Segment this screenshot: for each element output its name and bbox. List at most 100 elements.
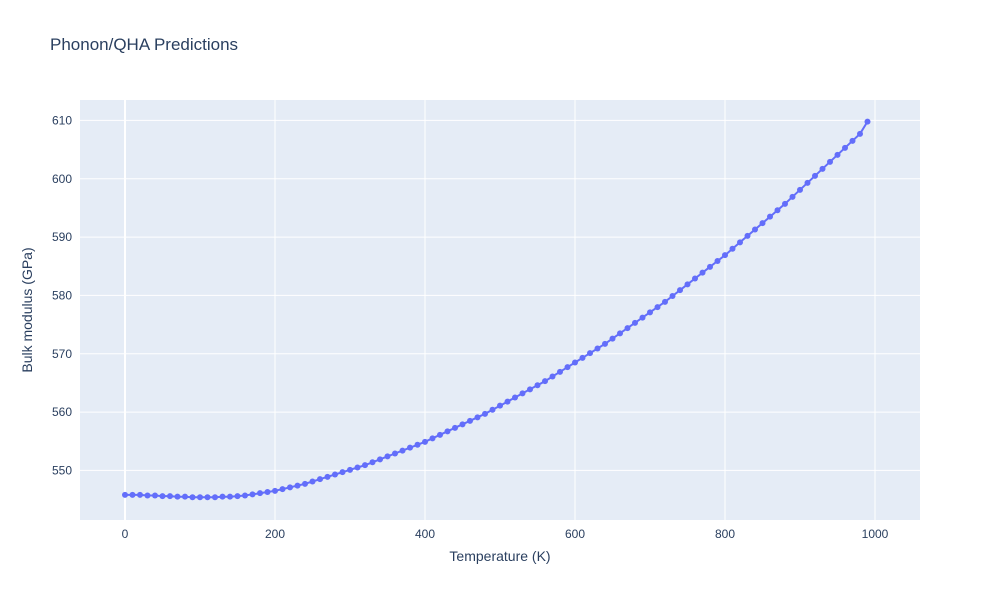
data-point[interactable]	[504, 398, 511, 405]
data-point[interactable]	[827, 158, 833, 165]
data-point[interactable]	[639, 314, 646, 321]
data-point[interactable]	[759, 220, 766, 227]
data-point[interactable]	[339, 469, 346, 476]
data-point[interactable]	[287, 484, 293, 491]
data-point[interactable]	[624, 325, 631, 332]
data-point[interactable]	[234, 493, 241, 500]
data-point[interactable]	[444, 428, 451, 435]
data-point[interactable]	[519, 390, 526, 397]
data-point[interactable]	[429, 435, 436, 442]
data-point[interactable]	[542, 378, 548, 385]
data-point[interactable]	[264, 489, 271, 495]
data-point[interactable]	[677, 287, 683, 294]
data-point[interactable]	[722, 252, 728, 259]
data-point[interactable]	[182, 493, 188, 500]
data-point[interactable]	[279, 486, 286, 493]
data-point[interactable]	[459, 421, 466, 428]
data-point[interactable]	[737, 239, 743, 246]
data-point[interactable]	[557, 368, 563, 375]
data-point[interactable]	[692, 275, 698, 282]
data-point[interactable]	[227, 493, 233, 500]
data-point[interactable]	[467, 417, 473, 424]
data-point[interactable]	[602, 340, 608, 347]
data-point[interactable]	[399, 447, 406, 454]
data-point[interactable]	[212, 494, 218, 501]
data-point[interactable]	[729, 245, 736, 252]
data-point[interactable]	[617, 330, 623, 337]
data-point[interactable]	[414, 441, 421, 448]
data-point[interactable]	[789, 193, 796, 200]
data-point[interactable]	[152, 492, 158, 499]
data-point[interactable]	[587, 350, 593, 357]
data-point[interactable]	[257, 490, 263, 497]
data-point[interactable]	[302, 480, 308, 487]
data-point[interactable]	[707, 263, 713, 270]
data-point[interactable]	[272, 487, 278, 494]
data-point[interactable]	[392, 450, 398, 457]
data-point[interactable]	[714, 258, 721, 264]
data-point[interactable]	[527, 386, 533, 393]
data-point[interactable]	[654, 304, 661, 311]
data-point[interactable]	[819, 165, 826, 172]
data-point[interactable]	[534, 382, 541, 389]
data-point[interactable]	[324, 473, 331, 480]
data-point[interactable]	[129, 491, 136, 498]
data-point[interactable]	[362, 462, 368, 469]
data-point[interactable]	[549, 373, 556, 380]
data-point[interactable]	[489, 406, 496, 413]
data-point[interactable]	[797, 186, 803, 193]
data-point[interactable]	[294, 482, 301, 489]
data-point[interactable]	[842, 144, 848, 151]
data-point[interactable]	[317, 476, 323, 483]
data-point[interactable]	[332, 471, 338, 478]
data-point[interactable]	[594, 345, 601, 352]
data-point[interactable]	[752, 226, 758, 233]
data-point[interactable]	[812, 172, 818, 179]
data-point[interactable]	[452, 424, 458, 431]
data-point[interactable]	[767, 213, 773, 220]
data-point[interactable]	[579, 354, 586, 361]
data-point[interactable]	[384, 453, 391, 460]
data-point[interactable]	[354, 464, 361, 471]
data-point[interactable]	[632, 319, 638, 326]
data-point[interactable]	[857, 130, 863, 137]
data-point[interactable]	[369, 459, 376, 466]
data-point[interactable]	[782, 200, 788, 207]
data-point[interactable]	[242, 492, 248, 499]
data-point[interactable]	[144, 492, 151, 499]
data-point[interactable]	[512, 394, 518, 401]
data-point[interactable]	[684, 281, 691, 288]
data-point[interactable]	[249, 491, 256, 498]
data-point[interactable]	[167, 493, 173, 500]
data-point[interactable]	[219, 493, 226, 500]
data-point[interactable]	[647, 309, 653, 316]
data-point[interactable]	[482, 410, 488, 417]
data-point[interactable]	[347, 466, 353, 473]
data-point[interactable]	[609, 335, 616, 342]
data-point[interactable]	[497, 402, 503, 409]
data-point[interactable]	[189, 494, 196, 501]
data-point[interactable]	[662, 298, 668, 305]
data-point[interactable]	[377, 456, 383, 463]
data-point[interactable]	[572, 359, 578, 366]
data-point[interactable]	[849, 137, 856, 144]
data-point[interactable]	[474, 414, 481, 421]
data-point[interactable]	[159, 493, 166, 500]
data-point[interactable]	[437, 431, 443, 438]
data-point[interactable]	[204, 494, 211, 501]
data-point[interactable]	[407, 444, 413, 451]
data-point[interactable]	[197, 494, 203, 501]
data-point[interactable]	[564, 364, 571, 371]
data-point[interactable]	[137, 491, 143, 498]
data-point[interactable]	[174, 493, 181, 500]
data-point[interactable]	[669, 293, 676, 299]
data-point[interactable]	[774, 207, 781, 214]
data-point[interactable]	[309, 478, 316, 485]
data-point[interactable]	[834, 151, 841, 158]
data-point[interactable]	[422, 438, 428, 445]
data-point[interactable]	[122, 491, 128, 498]
data-point[interactable]	[699, 269, 706, 276]
data-point[interactable]	[804, 179, 811, 186]
data-point[interactable]	[744, 232, 751, 239]
data-point[interactable]	[864, 118, 871, 125]
